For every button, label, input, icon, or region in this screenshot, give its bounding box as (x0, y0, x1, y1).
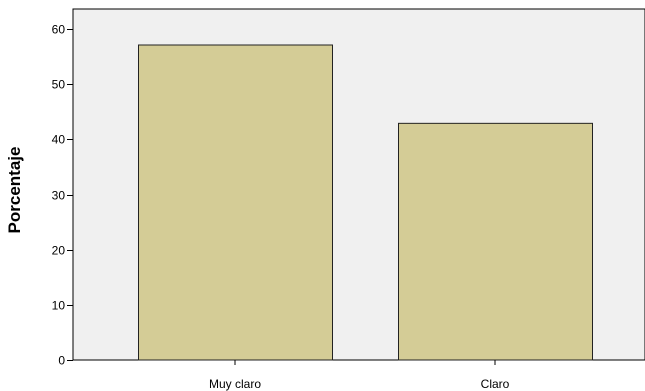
bars-group (138, 44, 593, 361)
y-tick-label: 20 (52, 244, 66, 258)
y-tick-label: 30 (52, 189, 66, 203)
x-tick-label: Claro (481, 377, 510, 391)
bar (138, 44, 333, 361)
x-tick-label: Muy claro (209, 377, 261, 391)
y-tick-label: 50 (52, 78, 66, 92)
y-tick-label: 40 (52, 133, 66, 147)
y-axis-title: Porcentaje (5, 147, 24, 234)
y-tick-label: 60 (52, 23, 66, 37)
y-axis: 0 10 20 30 40 50 60 (52, 23, 73, 368)
x-axis: Muy claro Claro (209, 360, 510, 391)
y-tick-label: 0 (58, 354, 65, 368)
y-tick-label: 10 (52, 299, 66, 313)
bar (398, 122, 593, 361)
